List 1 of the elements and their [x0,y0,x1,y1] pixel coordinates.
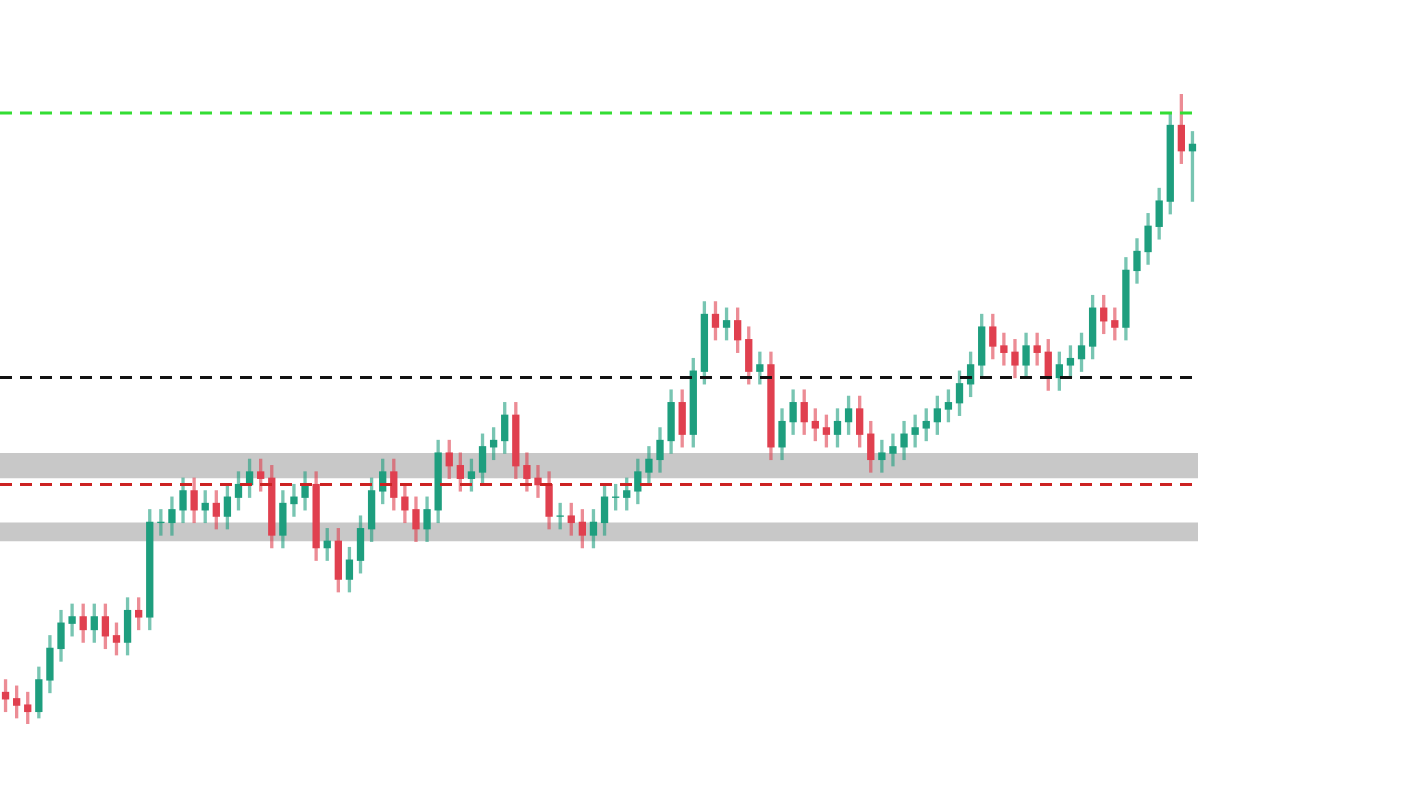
candlestick [1033,332,1041,366]
